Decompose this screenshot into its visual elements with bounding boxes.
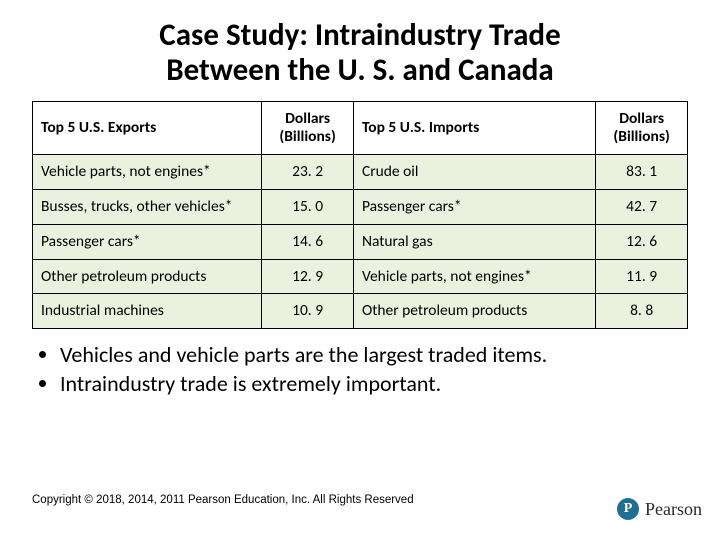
table-row: Busses, trucks, other vehicles* 15. 0 Pa… <box>33 189 688 224</box>
table-row: Vehicle parts, not engines* 23. 2 Crude … <box>33 155 688 190</box>
cell-export-item: Passenger cars* <box>33 224 262 259</box>
pearson-icon: P <box>617 498 639 520</box>
table-row: Other petroleum products 12. 9 Vehicle p… <box>33 259 688 294</box>
cell-export-value: 23. 2 <box>262 155 354 190</box>
title-line-1: Case Study: Intraindustry Trade <box>159 16 560 54</box>
cell-import-value: 12. 6 <box>596 224 688 259</box>
cell-import-value: 83. 1 <box>596 155 688 190</box>
pearson-logo: P Pearson <box>617 498 702 520</box>
cell-export-item: Busses, trucks, other vehicles* <box>33 189 262 224</box>
cell-import-item: Natural gas <box>353 224 595 259</box>
cell-import-item: Vehicle parts, not engines* <box>353 259 595 294</box>
cell-export-value: 12. 9 <box>262 259 354 294</box>
cell-export-value: 10. 9 <box>262 294 354 329</box>
cell-export-value: 14. 6 <box>262 224 354 259</box>
cell-export-value: 15. 0 <box>262 189 354 224</box>
cell-export-item: Other petroleum products <box>33 259 262 294</box>
bullet-item: Vehicles and vehicle parts are the large… <box>60 341 688 370</box>
table-body: Vehicle parts, not engines* 23. 2 Crude … <box>33 155 688 329</box>
cell-export-item: Vehicle parts, not engines* <box>33 155 262 190</box>
cell-export-item: Industrial machines <box>33 294 262 329</box>
th-imports: Top 5 U.S. Imports <box>353 102 595 155</box>
pearson-name: Pearson <box>645 499 702 520</box>
table-row: Passenger cars* 14. 6 Natural gas 12. 6 <box>33 224 688 259</box>
cell-import-value: 11. 9 <box>596 259 688 294</box>
table-row: Industrial machines 10. 9 Other petroleu… <box>33 294 688 329</box>
cell-import-item: Passenger cars* <box>353 189 595 224</box>
th-imp-dollars: Dollars (Billions) <box>596 102 688 155</box>
slide-title: Case Study: Intraindustry Trade Between … <box>32 18 688 87</box>
th-exp-dollars: Dollars (Billions) <box>262 102 354 155</box>
table-header-row: Top 5 U.S. Exports Dollars (Billions) To… <box>33 102 688 155</box>
cell-import-value: 8. 8 <box>596 294 688 329</box>
th-exports: Top 5 U.S. Exports <box>33 102 262 155</box>
trade-table: Top 5 U.S. Exports Dollars (Billions) To… <box>32 101 688 329</box>
slide: Case Study: Intraindustry Trade Between … <box>0 0 720 540</box>
bullet-item: Intraindustry trade is extremely importa… <box>60 370 688 399</box>
cell-import-item: Other petroleum products <box>353 294 595 329</box>
cell-import-item: Crude oil <box>353 155 595 190</box>
bullet-list: Vehicles and vehicle parts are the large… <box>32 341 688 398</box>
cell-import-value: 42. 7 <box>596 189 688 224</box>
title-line-2: Between the U. S. and Canada <box>166 51 553 89</box>
copyright-text: Copyright © 2018, 2014, 2011 Pearson Edu… <box>32 494 414 506</box>
